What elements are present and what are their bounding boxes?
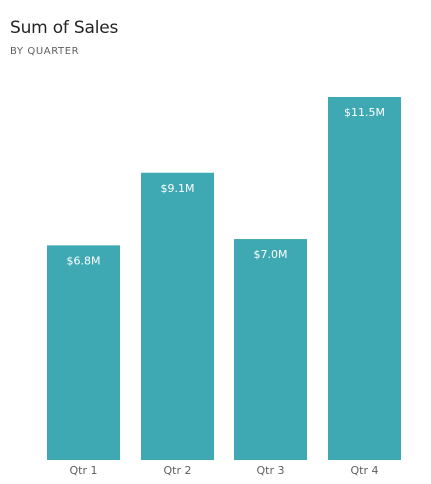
x-tick-label: Qtr 3: [257, 464, 285, 477]
data-label: $9.1M: [161, 182, 195, 195]
chart-subtitle: BY QUARTER: [10, 46, 80, 57]
data-label: $11.5M: [344, 106, 385, 119]
bar-qtr-3[interactable]: [234, 239, 307, 460]
x-tick-label: Qtr 2: [164, 464, 192, 477]
data-label: $6.8M: [67, 254, 101, 267]
x-tick-label: Qtr 4: [351, 464, 379, 477]
bar-qtr-4[interactable]: [328, 97, 401, 460]
bar-qtr-1[interactable]: [47, 245, 120, 460]
data-label: $7.0M: [254, 248, 288, 261]
x-tick-label: Qtr 1: [70, 464, 98, 477]
bar-qtr-2[interactable]: [141, 172, 214, 460]
chart-title: Sum of Sales: [10, 18, 119, 38]
